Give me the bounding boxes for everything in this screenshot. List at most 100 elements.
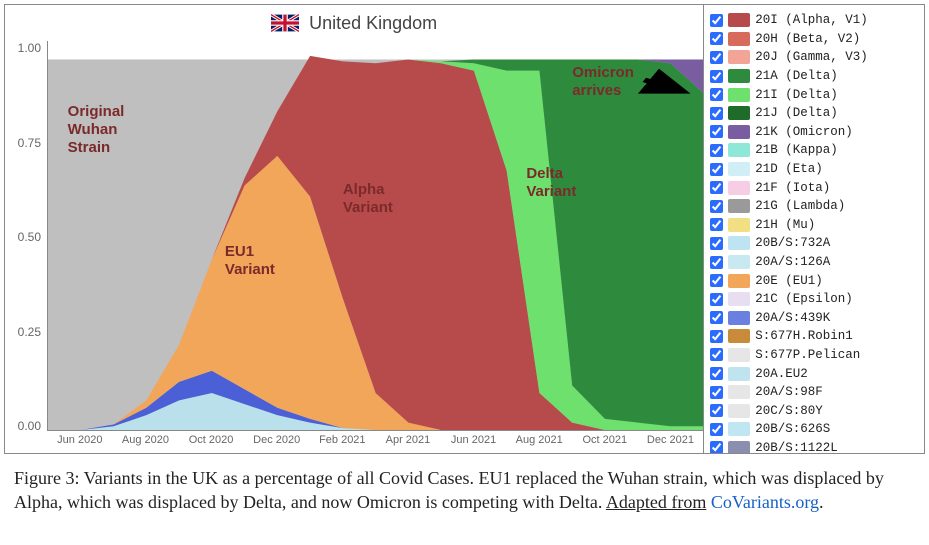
legend-label: 20B/S:732A [755, 236, 830, 250]
legend-label: 20I (Alpha, V1) [755, 13, 868, 27]
legend-label: 20A/S:126A [755, 255, 830, 269]
covariants-link[interactable]: CoVariants.org [711, 492, 819, 512]
legend-item: 20A/S:439K [710, 309, 920, 328]
ytick: 0.25 [18, 325, 41, 339]
legend-checkbox[interactable] [710, 218, 723, 231]
ytick: 0.50 [18, 230, 41, 244]
legend-swatch [728, 292, 750, 306]
chart-column: United Kingdom 1.00 0.75 0.50 0.25 0.00 … [5, 5, 704, 453]
legend-checkbox[interactable] [710, 181, 723, 194]
legend-label: 21F (Iota) [755, 181, 830, 195]
legend-checkbox[interactable] [710, 423, 723, 436]
legend-item: S:677P.Pelican [710, 346, 920, 365]
legend-checkbox[interactable] [710, 330, 723, 343]
legend-swatch [728, 13, 750, 27]
legend-label: 21A (Delta) [755, 69, 838, 83]
plot-wrap: 1.00 0.75 0.50 0.25 0.00 OriginalWuhanSt… [5, 41, 703, 453]
legend-item: 20A/S:98F [710, 383, 920, 402]
legend-item: 20E (EU1) [710, 271, 920, 290]
legend-item: 20B/S:626S [710, 420, 920, 439]
legend-checkbox[interactable] [710, 32, 723, 45]
legend-item: 21A (Delta) [710, 67, 920, 86]
ytick: 1.00 [18, 41, 41, 55]
legend-item: 21J (Delta) [710, 104, 920, 123]
legend-swatch [728, 162, 750, 176]
y-axis: 1.00 0.75 0.50 0.25 0.00 [5, 41, 47, 453]
legend-swatch [728, 106, 750, 120]
ytick: 0.75 [18, 136, 41, 150]
legend-swatch [728, 32, 750, 46]
legend-checkbox[interactable] [710, 367, 723, 380]
legend-checkbox[interactable] [710, 163, 723, 176]
legend-label: 21H (Mu) [755, 218, 815, 232]
legend-label: S:677H.Robin1 [755, 329, 853, 343]
legend-item: 20C/S:80Y [710, 401, 920, 420]
legend-item: 20B/S:1122L [710, 439, 920, 453]
legend-checkbox[interactable] [710, 311, 723, 324]
legend-item: 20I (Alpha, V1) [710, 11, 920, 30]
legend-swatch [728, 274, 750, 288]
xtick: Dec 2021 [638, 434, 704, 453]
legend-checkbox[interactable] [710, 404, 723, 417]
legend-label: 20A/S:98F [755, 385, 823, 399]
legend-label: 20A.EU2 [755, 367, 808, 381]
xtick: Apr 2021 [375, 434, 441, 453]
ytick: 0.00 [18, 419, 41, 433]
legend-item: 21F (Iota) [710, 178, 920, 197]
legend-swatch [728, 404, 750, 418]
legend-checkbox[interactable] [710, 386, 723, 399]
stacked-area-plot: OriginalWuhanStrainEU1VariantAlphaVarian… [47, 41, 703, 431]
legend-item: S:677H.Robin1 [710, 327, 920, 346]
legend-swatch [728, 441, 750, 453]
plot-column: OriginalWuhanStrainEU1VariantAlphaVarian… [47, 41, 703, 453]
legend-label: 20C/S:80Y [755, 404, 823, 418]
legend-label: 20B/S:1122L [755, 441, 838, 453]
xtick: Aug 2020 [113, 434, 179, 453]
legend-swatch [728, 236, 750, 250]
legend-checkbox[interactable] [710, 274, 723, 287]
areas-svg [48, 41, 703, 430]
legend-checkbox[interactable] [710, 293, 723, 306]
legend-checkbox[interactable] [710, 441, 723, 453]
legend-checkbox[interactable] [710, 144, 723, 157]
legend-checkbox[interactable] [710, 107, 723, 120]
legend-checkbox[interactable] [710, 88, 723, 101]
legend-item: 20A.EU2 [710, 364, 920, 383]
legend-checkbox[interactable] [710, 237, 723, 250]
legend-swatch [728, 311, 750, 325]
legend-checkbox[interactable] [710, 70, 723, 83]
legend: 20I (Alpha, V1)20H (Beta, V2)20J (Gamma,… [704, 5, 924, 453]
legend-swatch [728, 125, 750, 139]
legend-label: 21D (Eta) [755, 162, 823, 176]
legend-label: S:677P.Pelican [755, 348, 860, 362]
caption-adapted: Adapted from [606, 492, 706, 512]
legend-item: 21D (Eta) [710, 160, 920, 179]
uk-flag-icon [271, 14, 299, 32]
chart-title: United Kingdom [309, 13, 437, 34]
xtick: Dec 2020 [244, 434, 310, 453]
legend-swatch [728, 50, 750, 64]
legend-item: 20B/S:732A [710, 234, 920, 253]
legend-label: 20J (Gamma, V3) [755, 50, 868, 64]
legend-label: 20A/S:439K [755, 311, 830, 325]
legend-label: 21J (Delta) [755, 106, 838, 120]
legend-item: 21H (Mu) [710, 216, 920, 235]
xtick: Jun 2021 [441, 434, 507, 453]
legend-checkbox[interactable] [710, 200, 723, 213]
x-axis: Jun 2020Aug 2020Oct 2020Dec 2020Feb 2021… [47, 431, 703, 453]
legend-swatch [728, 367, 750, 381]
legend-swatch [728, 143, 750, 157]
legend-checkbox[interactable] [710, 125, 723, 138]
legend-item: 21B (Kappa) [710, 141, 920, 160]
legend-swatch [728, 88, 750, 102]
xtick: Oct 2021 [572, 434, 638, 453]
legend-swatch [728, 329, 750, 343]
legend-swatch [728, 385, 750, 399]
legend-item: 21K (Omicron) [710, 123, 920, 142]
legend-checkbox[interactable] [710, 51, 723, 64]
legend-checkbox[interactable] [710, 348, 723, 361]
legend-checkbox[interactable] [710, 256, 723, 269]
legend-label: 21B (Kappa) [755, 143, 838, 157]
legend-checkbox[interactable] [710, 14, 723, 27]
xtick: Jun 2020 [47, 434, 113, 453]
